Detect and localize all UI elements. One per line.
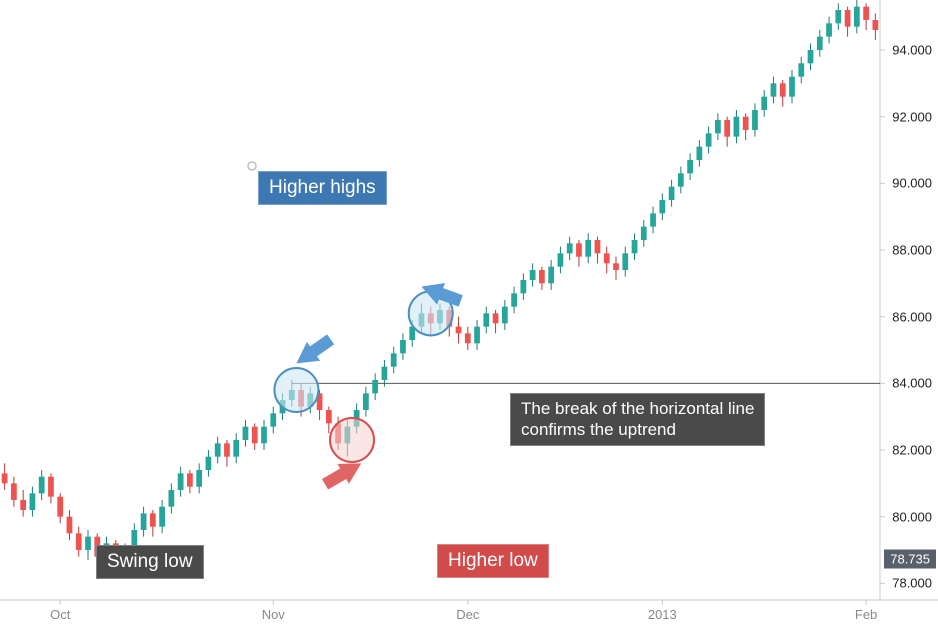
candle [326, 410, 332, 423]
candle [456, 327, 462, 334]
candle [585, 240, 591, 257]
candle [30, 493, 36, 510]
x-tick-label: Nov [262, 607, 285, 622]
candle [270, 413, 276, 426]
y-tick-label: 94.000 [892, 43, 932, 58]
candle [2, 473, 8, 483]
candle [206, 457, 212, 470]
candle [76, 533, 82, 550]
candle [752, 110, 758, 130]
candle [854, 7, 860, 27]
candle [622, 253, 628, 270]
candle [835, 10, 841, 23]
highlight-circle [274, 368, 318, 412]
candle [493, 313, 499, 323]
candle [372, 380, 378, 393]
candle [141, 513, 147, 530]
candle [743, 117, 749, 130]
candle [696, 147, 702, 160]
current-price-tag: 78.735 [884, 549, 936, 568]
candle [604, 253, 610, 263]
candle [39, 477, 45, 494]
y-tick-label: 86.000 [892, 309, 932, 324]
candle [196, 470, 202, 487]
candle [502, 307, 508, 324]
candle [539, 270, 545, 283]
candle [817, 37, 823, 50]
annotation-label-hh: Higher highs [258, 171, 387, 205]
candle [85, 537, 91, 550]
y-tick-label: 90.000 [892, 176, 932, 191]
candle [715, 120, 721, 133]
candle [724, 120, 730, 137]
candle [678, 173, 684, 186]
y-tick-label: 92.000 [892, 109, 932, 124]
candle [650, 213, 656, 226]
candle [224, 443, 230, 456]
candle [150, 513, 156, 526]
candle [215, 443, 221, 456]
candle [771, 83, 777, 96]
candle [57, 497, 63, 517]
candle [826, 23, 832, 36]
candle [159, 507, 165, 527]
candle [808, 50, 814, 63]
annotation-label-sl: Swing low [96, 545, 204, 579]
candle [261, 427, 267, 444]
candle [400, 340, 406, 353]
candle [641, 227, 647, 240]
candle [872, 20, 878, 30]
candle [789, 77, 795, 97]
candle [11, 483, 17, 500]
candle [687, 160, 693, 173]
x-tick-label: Feb [855, 607, 877, 622]
y-tick-label: 88.000 [892, 243, 932, 258]
candle [659, 200, 665, 213]
candle [567, 243, 573, 253]
candle [483, 313, 489, 326]
y-tick-label: 80.000 [892, 509, 932, 524]
y-tick-label: 82.000 [892, 443, 932, 458]
candle [734, 117, 740, 137]
candle [595, 240, 601, 253]
annotation-label-br: The break of the horizontal line confirm… [510, 393, 765, 446]
candle [178, 473, 184, 490]
candle [20, 500, 26, 510]
candle [706, 133, 712, 146]
annotation-label-hl: Higher low [437, 544, 549, 578]
candle [243, 427, 249, 440]
candle [780, 83, 786, 96]
x-tick-label: Dec [456, 607, 479, 622]
x-tick-label: 2013 [648, 607, 677, 622]
candle [382, 367, 388, 380]
candle [558, 253, 564, 266]
candle [530, 270, 536, 280]
candle [363, 393, 369, 410]
candle [613, 263, 619, 270]
candle [391, 353, 397, 366]
candle [845, 10, 851, 27]
candle [233, 440, 239, 457]
candle [576, 243, 582, 256]
x-tick-label: Oct [50, 607, 70, 622]
highlight-circle [330, 418, 374, 462]
y-tick-label: 84.000 [892, 376, 932, 391]
candle [48, 477, 54, 497]
candlestick-chart [0, 0, 938, 628]
candle [67, 517, 73, 534]
candle [761, 97, 767, 110]
candle [548, 267, 554, 284]
candle [520, 280, 526, 293]
candle [465, 333, 471, 343]
candle [511, 293, 517, 306]
candle [798, 63, 804, 76]
candle [187, 473, 193, 486]
candle [474, 327, 480, 344]
candle [168, 490, 174, 507]
candle [669, 187, 675, 200]
y-tick-label: 78.000 [892, 576, 932, 591]
candle [863, 7, 869, 20]
candle [252, 427, 258, 444]
candle [632, 240, 638, 253]
